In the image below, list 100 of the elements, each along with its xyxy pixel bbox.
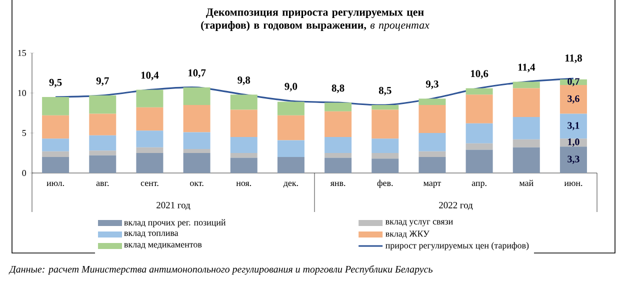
x-tick-label: март	[423, 182, 442, 188]
bar	[42, 97, 70, 116]
text: 2021 год	[156, 202, 190, 210]
legend-label: вклад топлива	[124, 232, 178, 238]
bar	[89, 95, 116, 114]
x-tick-label: июн.	[564, 182, 582, 186]
x-tick-label: сент.	[140, 182, 158, 186]
data-label: 8,5	[378, 86, 392, 96]
bar	[89, 135, 116, 151]
bar	[324, 137, 352, 153]
bar	[183, 132, 210, 149]
bar	[418, 133, 446, 152]
bar	[136, 90, 164, 108]
bar	[372, 153, 399, 159]
data-label: 9,5	[49, 78, 62, 88]
bar	[42, 157, 70, 173]
data-label: 8,8	[332, 84, 344, 94]
data-label: 9,8	[238, 76, 250, 86]
data-label: 9,7	[96, 77, 109, 86]
bar	[136, 147, 164, 153]
bar	[372, 158, 399, 173]
bar	[183, 87, 210, 105]
bar	[277, 140, 304, 157]
bar	[277, 115, 304, 140]
y-tick-label: 0	[22, 170, 26, 176]
bar	[230, 137, 258, 153]
data-label: 3,3	[568, 156, 580, 164]
bar	[466, 88, 493, 95]
data-label: 3,6	[568, 95, 580, 104]
bar	[89, 155, 116, 173]
x-tick-label: окт.	[190, 182, 204, 186]
x-tick-label: ноя.	[236, 182, 252, 186]
data-label: 3,1	[568, 122, 580, 130]
x-tick-label: дек.	[283, 182, 298, 188]
bar	[418, 151, 446, 157]
bar	[324, 102, 352, 112]
bar	[418, 105, 446, 133]
bar	[89, 150, 116, 156]
bar	[324, 111, 352, 137]
bar	[512, 139, 540, 148]
bar	[136, 107, 164, 131]
y-tick-label: 5	[22, 130, 26, 136]
data-label: 9,3	[426, 80, 438, 90]
bar	[183, 153, 210, 173]
legend-label: вклад медикаментов	[124, 243, 202, 250]
data-label: 11,8	[565, 54, 582, 64]
bar	[183, 149, 210, 153]
bar	[466, 123, 493, 144]
data-label: 1,0	[568, 138, 580, 147]
x-tick-label: апр.	[472, 182, 486, 188]
bar	[560, 114, 587, 139]
bar	[277, 102, 304, 116]
bar	[89, 114, 116, 136]
bar	[466, 143, 493, 150]
y-tick-label: 10	[18, 90, 26, 96]
x-tick-label: май	[519, 180, 534, 186]
bar	[418, 98, 446, 105]
data-label: 9,0	[284, 82, 298, 92]
bar	[512, 88, 540, 117]
legend-label: вклад ЖКУ	[386, 230, 430, 238]
bar	[512, 117, 540, 140]
legend-label: вклад услуг связи	[386, 220, 453, 226]
text: Данные: расчет Министерства антимонопольного регулирования и торговли Республики Беларусь	[8, 265, 432, 275]
bar	[136, 130, 164, 148]
bar	[418, 157, 446, 173]
data-label: 10,6	[470, 70, 488, 79]
y-tick-label: 15	[18, 50, 26, 56]
legend-label: вклад прочих рег. позиций	[124, 219, 226, 228]
x-tick-label: янв.	[330, 182, 346, 186]
bar	[560, 146, 587, 173]
bar	[230, 153, 258, 158]
data-label: 11,4	[518, 64, 536, 72]
bar	[183, 105, 210, 132]
bar	[466, 94, 493, 124]
legend-label: прирост регулируемых цен (тарифов)	[386, 242, 529, 250]
bar	[230, 158, 258, 173]
bar	[136, 153, 164, 173]
x-tick-label: июл.	[46, 182, 64, 186]
bar	[230, 110, 258, 137]
chart-title: Декомпозиция прироста регулируемых цен (тарифов) в годовом выражении, в процентах	[201, 8, 430, 31]
data-label: 10,4	[141, 72, 159, 80]
data-label: 0,7	[568, 78, 580, 86]
bar	[42, 151, 70, 157]
bar	[324, 153, 352, 158]
bar	[277, 157, 304, 173]
bar	[512, 147, 540, 173]
bar	[372, 138, 399, 153]
bar	[560, 85, 587, 114]
x-tick-label: авг.	[96, 182, 109, 186]
bar	[466, 150, 493, 173]
bar	[512, 82, 540, 88]
x-tick-label: фев.	[377, 180, 393, 188]
bar	[324, 158, 352, 173]
bar	[372, 110, 399, 139]
bar	[372, 105, 399, 110]
bar	[230, 94, 258, 110]
bar	[42, 138, 70, 152]
bar	[42, 115, 70, 139]
data-label: 10,7	[188, 69, 206, 78]
text: 2022 год	[439, 202, 473, 210]
